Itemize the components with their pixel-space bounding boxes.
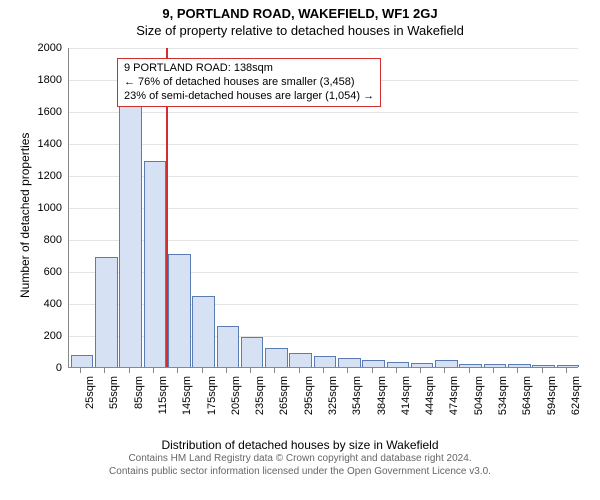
histogram-bar	[241, 337, 264, 367]
page-subtitle: Size of property relative to detached ho…	[0, 21, 600, 38]
x-tick-label: 474sqm	[448, 376, 460, 436]
x-tick-mark	[323, 368, 324, 373]
x-tick-mark	[396, 368, 397, 373]
plot-area: 9 PORTLAND ROAD: 138sqm← 76% of detached…	[68, 48, 578, 368]
x-tick-mark	[469, 368, 470, 373]
y-tick-label: 1000	[28, 202, 62, 214]
y-tick-label: 1600	[28, 106, 62, 118]
x-tick-mark	[517, 368, 518, 373]
x-tick-label: 295sqm	[303, 376, 315, 436]
footer-line-2: Contains public sector information licen…	[10, 465, 590, 478]
footer-line-1: Contains HM Land Registry data © Crown c…	[10, 452, 590, 465]
histogram-bar	[508, 364, 531, 367]
gridline	[69, 144, 578, 145]
x-tick-label: 175sqm	[206, 376, 218, 436]
histogram-bar	[484, 364, 507, 367]
x-tick-label: 534sqm	[497, 376, 509, 436]
histogram-bar	[557, 365, 580, 367]
histogram-bar	[532, 365, 555, 367]
histogram-bar	[168, 254, 191, 367]
histogram-bar	[217, 326, 240, 367]
histogram-bar	[435, 360, 458, 367]
page-title: 9, PORTLAND ROAD, WAKEFIELD, WF1 2GJ	[0, 0, 600, 21]
x-tick-label: 85sqm	[133, 376, 145, 436]
x-tick-label: 564sqm	[521, 376, 533, 436]
x-tick-mark	[104, 368, 105, 373]
y-tick-label: 1800	[28, 74, 62, 86]
y-tick-label: 1200	[28, 170, 62, 182]
x-tick-label: 115sqm	[157, 376, 169, 436]
callout-larger: 23% of semi-detached houses are larger (…	[124, 90, 374, 104]
x-tick-label: 414sqm	[400, 376, 412, 436]
histogram-bar	[314, 356, 337, 367]
y-tick-label: 600	[28, 266, 62, 278]
x-tick-label: 205sqm	[230, 376, 242, 436]
x-tick-mark	[444, 368, 445, 373]
histogram-bar	[387, 362, 410, 367]
x-tick-label: 504sqm	[473, 376, 485, 436]
footer: Contains HM Land Registry data © Crown c…	[0, 452, 600, 478]
x-tick-mark	[372, 368, 373, 373]
x-tick-mark	[274, 368, 275, 373]
histogram-chart: 9 PORTLAND ROAD: 138sqm← 76% of detached…	[0, 38, 600, 438]
callout-smaller: ← 76% of detached houses are smaller (3,…	[124, 76, 374, 90]
x-tick-label: 265sqm	[278, 376, 290, 436]
y-tick-label: 800	[28, 234, 62, 246]
callout-title: 9 PORTLAND ROAD: 138sqm	[124, 62, 374, 76]
y-tick-label: 0	[28, 362, 62, 374]
x-tick-label: 354sqm	[351, 376, 363, 436]
x-tick-label: 55sqm	[108, 376, 120, 436]
x-tick-label: 145sqm	[181, 376, 193, 436]
x-tick-mark	[542, 368, 543, 373]
x-tick-mark	[299, 368, 300, 373]
gridline	[69, 112, 578, 113]
histogram-bar	[265, 348, 288, 367]
x-axis-label: Distribution of detached houses by size …	[0, 438, 600, 452]
x-tick-mark	[226, 368, 227, 373]
x-tick-label: 25sqm	[84, 376, 96, 436]
x-tick-mark	[153, 368, 154, 373]
histogram-bar	[71, 355, 94, 367]
x-tick-label: 235sqm	[254, 376, 266, 436]
x-tick-label: 325sqm	[327, 376, 339, 436]
x-tick-mark	[420, 368, 421, 373]
x-tick-mark	[177, 368, 178, 373]
histogram-bar	[144, 161, 167, 367]
x-tick-label: 384sqm	[376, 376, 388, 436]
y-tick-label: 200	[28, 330, 62, 342]
histogram-bar	[289, 353, 312, 367]
x-tick-mark	[250, 368, 251, 373]
histogram-bar	[192, 296, 215, 367]
x-tick-mark	[80, 368, 81, 373]
y-tick-label: 400	[28, 298, 62, 310]
histogram-bar	[338, 358, 361, 367]
x-tick-label: 594sqm	[546, 376, 558, 436]
histogram-bar	[459, 364, 482, 367]
x-tick-label: 444sqm	[424, 376, 436, 436]
y-tick-label: 1400	[28, 138, 62, 150]
histogram-bar	[411, 363, 434, 367]
x-tick-mark	[202, 368, 203, 373]
histogram-bar	[362, 360, 385, 367]
x-tick-mark	[493, 368, 494, 373]
x-tick-mark	[347, 368, 348, 373]
histogram-bar	[95, 257, 118, 367]
gridline	[69, 48, 578, 49]
callout-box: 9 PORTLAND ROAD: 138sqm← 76% of detached…	[117, 58, 381, 107]
x-tick-mark	[129, 368, 130, 373]
histogram-bar	[119, 104, 142, 367]
y-tick-label: 2000	[28, 42, 62, 54]
x-tick-mark	[566, 368, 567, 373]
x-tick-label: 624sqm	[570, 376, 582, 436]
